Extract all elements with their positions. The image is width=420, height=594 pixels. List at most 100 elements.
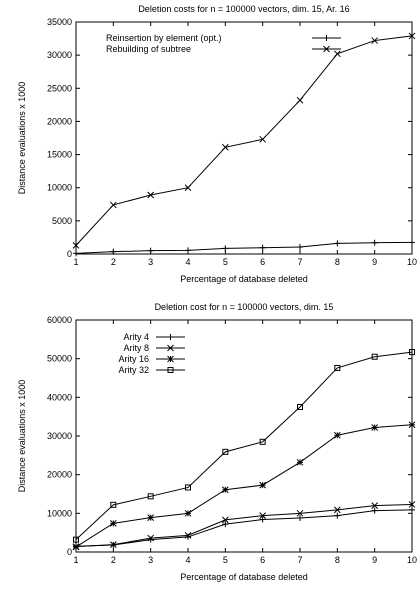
x-tick-label: 9 (372, 257, 377, 267)
data-point (222, 448, 229, 455)
data-point (73, 250, 79, 257)
data-point (408, 32, 416, 40)
x-tick-label: 9 (372, 555, 377, 565)
x-tick-label: 4 (185, 555, 190, 565)
x-tick-label: 4 (185, 257, 190, 267)
y-tick-label: 20000 (47, 116, 72, 126)
data-point (221, 143, 229, 151)
x-tick-label: 7 (297, 555, 302, 565)
y-tick-label: 20000 (47, 470, 72, 480)
data-point (222, 521, 229, 528)
data-point (296, 96, 304, 104)
data-point (297, 404, 303, 410)
data-point (72, 242, 80, 249)
data-point (109, 520, 117, 527)
data-point (334, 364, 341, 371)
data-point (409, 349, 415, 356)
data-point (185, 247, 191, 254)
y-tick-label: 5000 (52, 216, 72, 226)
data-point (259, 438, 266, 445)
data-point (333, 506, 341, 514)
series-line (75, 503, 413, 548)
data-point (147, 514, 155, 521)
data-point (110, 501, 117, 508)
data-point (409, 506, 415, 513)
data-point (259, 481, 267, 489)
legend-marker (167, 355, 174, 363)
data-point (185, 484, 191, 491)
x-axis-label: Percentage of database deleted (180, 572, 308, 582)
data-point (73, 536, 79, 543)
data-point (371, 37, 379, 44)
data-point (297, 244, 303, 251)
x-tick-label: 8 (335, 257, 340, 267)
data-point (297, 514, 303, 521)
x-tick-label: 2 (111, 257, 116, 267)
legend-label: Arity 4 (123, 332, 149, 342)
data-point (109, 541, 117, 549)
data-point (409, 239, 415, 246)
data-point (371, 239, 378, 246)
data-point (147, 534, 155, 542)
y-tick-label: 15000 (47, 150, 72, 160)
legend-label: Arity 32 (118, 365, 149, 375)
data-point (259, 512, 267, 520)
y-tick-label: 0 (67, 249, 72, 259)
x-tick-label: 3 (148, 555, 153, 565)
data-point (333, 50, 341, 58)
data-point (259, 244, 266, 251)
data-point (221, 516, 229, 524)
plot-frame (75, 21, 413, 255)
data-point (296, 509, 304, 517)
y-tick-label: 30000 (47, 50, 72, 60)
legend-label: Reinsertion by element (opt.) (106, 33, 222, 43)
x-tick-label: 2 (111, 555, 116, 565)
x-tick-label: 7 (297, 257, 302, 267)
y-tick-label: 35000 (47, 17, 72, 27)
data-point (221, 486, 229, 494)
data-point (110, 248, 117, 255)
data-point (333, 431, 341, 439)
series-line (75, 351, 413, 540)
data-point (147, 493, 154, 500)
data-point (371, 507, 378, 514)
data-point (371, 502, 379, 509)
series-line (75, 424, 413, 548)
legend-marker (167, 334, 174, 340)
legend-marker (323, 35, 330, 41)
series-line (75, 35, 413, 246)
data-point (109, 201, 117, 209)
data-point (408, 501, 416, 508)
data-point (334, 512, 341, 519)
y-tick-label: 50000 (47, 354, 72, 364)
data-point (147, 247, 154, 254)
series-line (75, 509, 413, 547)
x-tick-label: 8 (335, 555, 340, 565)
x-tick-label: 5 (223, 257, 228, 267)
data-point (184, 532, 192, 539)
legend-marker (323, 45, 330, 53)
x-tick-label: 10 (407, 257, 417, 267)
data-point (334, 240, 341, 247)
data-point (296, 458, 304, 466)
series-line (75, 241, 413, 254)
y-tick-label: 10000 (47, 183, 72, 193)
x-axis-label: Percentage of database deleted (180, 274, 308, 284)
legend-label: Arity 8 (123, 343, 149, 353)
legend-label: Rebuilding of subtree (106, 44, 191, 54)
x-tick-label: 6 (260, 257, 265, 267)
data-point (72, 543, 80, 551)
data-point (371, 424, 379, 431)
data-point (184, 184, 192, 192)
x-tick-label: 10 (407, 555, 417, 565)
legend-marker (167, 344, 174, 352)
x-tick-label: 1 (73, 257, 78, 267)
data-point (184, 509, 192, 517)
chart-title: Deletion cost for n = 100000 vectors, di… (155, 302, 334, 312)
x-tick-label: 6 (260, 555, 265, 565)
deletion-costs-chart-arity-16: Deletion costs for n = 100000 vectors, d… (17, 4, 417, 284)
y-tick-label: 25000 (47, 83, 72, 93)
deletion-cost-chart-by-arity: Deletion cost for n = 100000 vectors, di… (17, 302, 417, 582)
y-tick-label: 30000 (47, 431, 72, 441)
x-tick-label: 3 (148, 257, 153, 267)
